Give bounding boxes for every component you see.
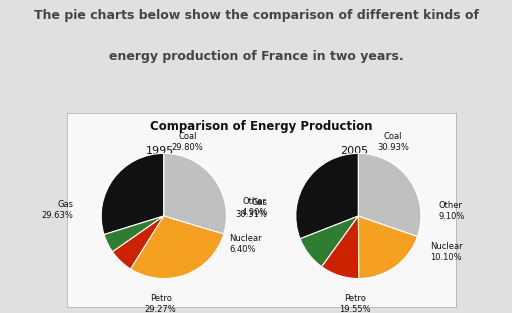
Text: 2005: 2005 bbox=[340, 146, 369, 156]
Wedge shape bbox=[164, 153, 226, 234]
Text: Other
4.90%: Other 4.90% bbox=[242, 197, 268, 217]
Text: Petro
29.27%: Petro 29.27% bbox=[145, 294, 177, 313]
Wedge shape bbox=[104, 216, 164, 252]
Text: Gas
29.63%: Gas 29.63% bbox=[41, 200, 73, 220]
Wedge shape bbox=[358, 153, 421, 237]
Text: Comparison of Energy Production: Comparison of Energy Production bbox=[150, 121, 372, 133]
Text: 1995: 1995 bbox=[146, 146, 174, 156]
Text: The pie charts below show the comparison of different kinds of: The pie charts below show the comparison… bbox=[33, 9, 479, 23]
Text: Coal
30.93%: Coal 30.93% bbox=[377, 132, 409, 152]
Text: Nuclear
6.40%: Nuclear 6.40% bbox=[229, 234, 262, 254]
Text: Nuclear
10.10%: Nuclear 10.10% bbox=[431, 242, 463, 262]
Wedge shape bbox=[101, 153, 164, 234]
Text: energy production of France in two years.: energy production of France in two years… bbox=[109, 50, 403, 63]
Wedge shape bbox=[300, 216, 358, 267]
Wedge shape bbox=[131, 216, 224, 279]
Text: Other
9.10%: Other 9.10% bbox=[438, 201, 465, 221]
Wedge shape bbox=[358, 216, 418, 279]
Wedge shape bbox=[113, 216, 164, 269]
Wedge shape bbox=[322, 216, 359, 279]
Text: Coal
29.80%: Coal 29.80% bbox=[172, 132, 203, 152]
Wedge shape bbox=[296, 153, 358, 239]
Text: Petro
19.55%: Petro 19.55% bbox=[339, 294, 371, 313]
Text: Gas
30.31%: Gas 30.31% bbox=[236, 198, 268, 218]
